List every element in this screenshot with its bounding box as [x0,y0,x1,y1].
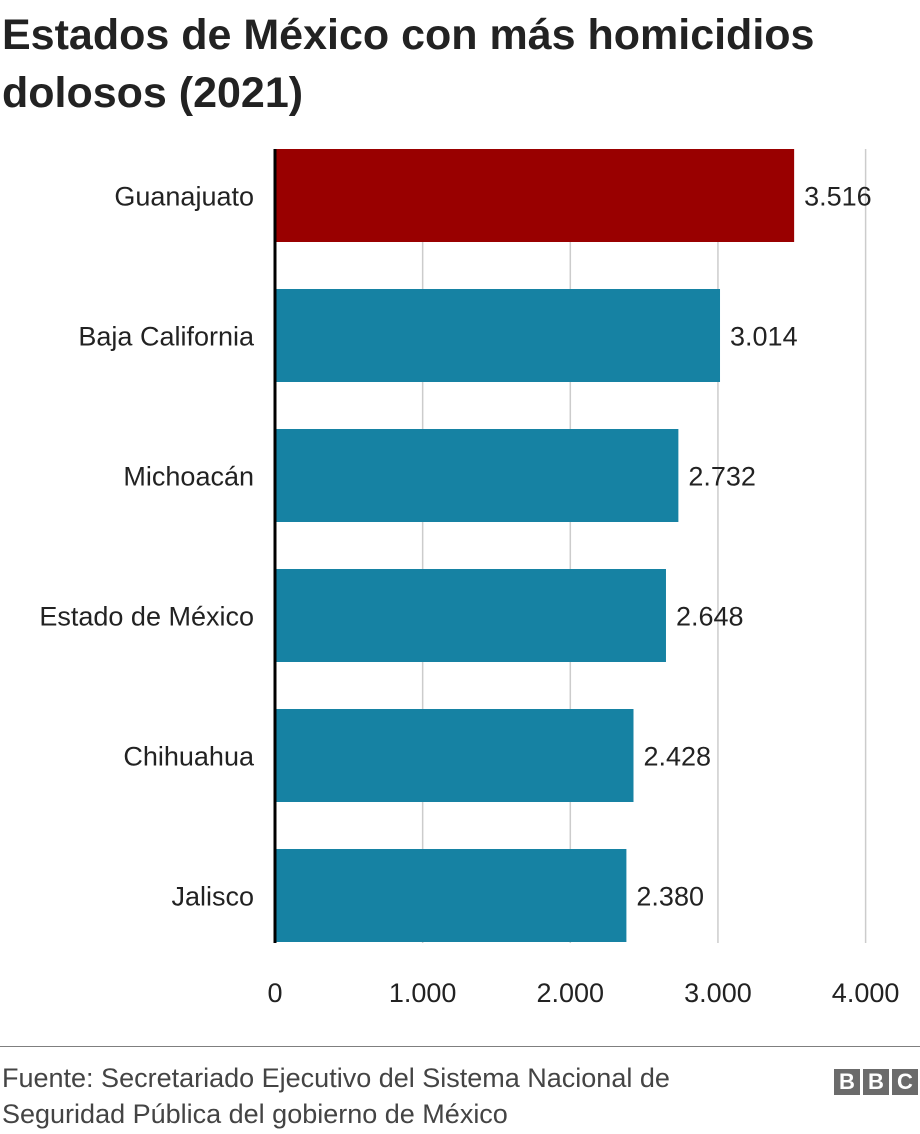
category-label: Estado de México [39,602,254,632]
value-label: 2.380 [636,882,704,912]
value-label: 3.014 [730,322,798,352]
value-label: 2.428 [643,742,711,772]
category-label: Guanajuato [114,182,254,212]
value-label: 3.516 [804,182,872,212]
value-label: 2.732 [688,462,756,492]
tick-label: 4.000 [832,978,900,1008]
bar [275,569,666,662]
bar [275,849,627,942]
tick-label: 2.000 [537,978,605,1008]
bar [275,289,721,382]
tick-label: 3.000 [684,978,752,1008]
footer-divider [0,1046,920,1047]
chart-title: Estados de México con más homicidios dol… [2,11,815,117]
category-label: Baja California [78,322,255,352]
tick-label: 1.000 [389,978,457,1008]
category-label: Chihuahua [123,742,255,772]
category-label: Jalisco [171,882,254,912]
bar-chart: Guanajuato 3.516 Baja California 3.014 Micho… [39,149,900,1008]
bar [275,149,795,242]
bbc-logo-letter: B [834,1069,860,1095]
bar [275,709,634,802]
bbc-logo: B B C [834,1069,918,1095]
value-label: 2.648 [676,602,744,632]
tick-label: 0 [267,978,282,1008]
category-label: Michoacán [123,462,254,492]
bbc-logo-letter: C [892,1069,918,1095]
bar [275,429,679,522]
source-note: Fuente: Secretariado Ejecutivo del Siste… [2,1063,670,1129]
bbc-logo-letter: B [863,1069,889,1095]
